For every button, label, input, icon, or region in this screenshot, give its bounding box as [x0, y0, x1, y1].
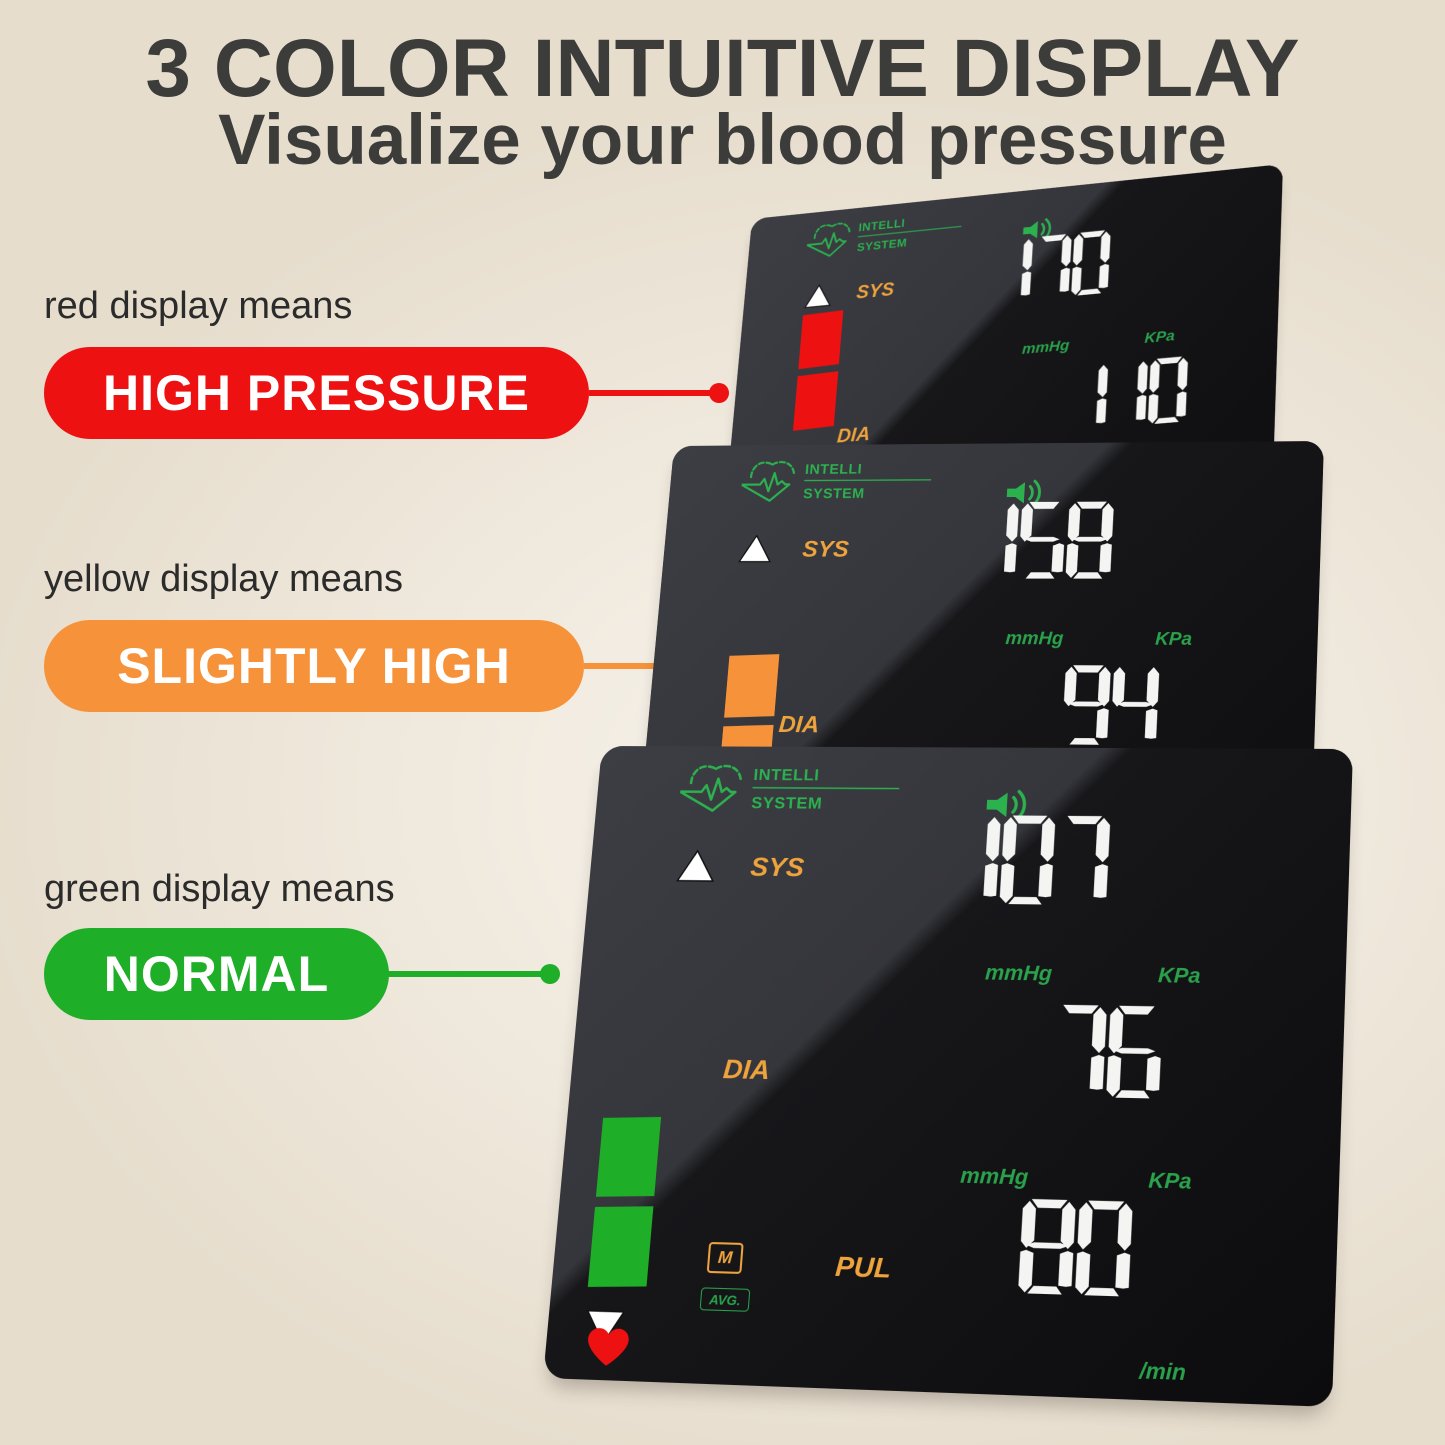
- svg-text:SYSTEM: SYSTEM: [856, 237, 907, 255]
- svg-text:INTELLI: INTELLI: [753, 766, 820, 784]
- svg-text:INTELLI: INTELLI: [805, 461, 863, 477]
- svg-text:SYSTEM: SYSTEM: [751, 794, 823, 812]
- svg-text:INTELLI: INTELLI: [858, 217, 905, 234]
- svg-text:SYSTEM: SYSTEM: [803, 485, 866, 501]
